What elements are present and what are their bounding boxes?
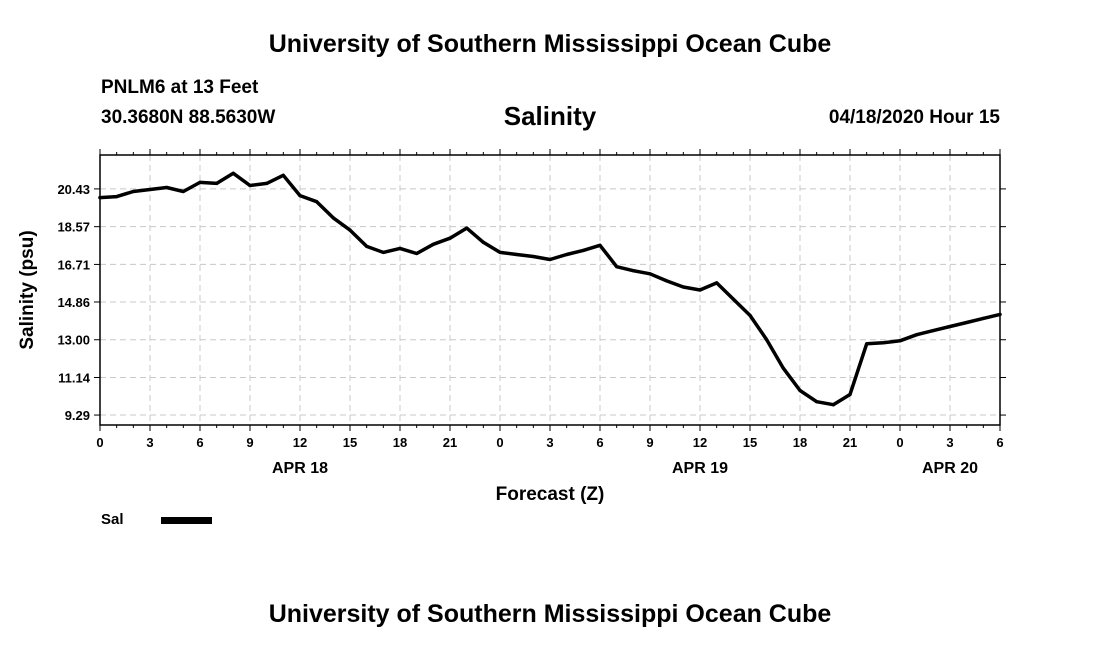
coordinates-label: 30.3680N 88.5630W (101, 107, 276, 128)
legend-label: Sal (101, 511, 124, 528)
data-point (748, 313, 752, 317)
x-tick-label: 6 (996, 435, 1003, 450)
data-point (865, 342, 869, 346)
data-point (548, 257, 552, 262)
data-point (981, 316, 985, 320)
x-tick-label: 21 (843, 435, 857, 450)
x-tick-label: 18 (393, 435, 407, 450)
data-point (831, 403, 835, 407)
data-point (448, 236, 452, 240)
data-point (231, 171, 235, 175)
data-point (898, 339, 902, 343)
data-point (498, 250, 502, 254)
data-point (181, 189, 185, 194)
data-point (131, 189, 135, 194)
x-tick-label: 3 (146, 435, 153, 450)
y-tick-label: 9.29 (65, 408, 90, 423)
plot-title: Salinity (503, 101, 597, 131)
y-tick-label: 16.71 (57, 257, 90, 272)
valid-time-label: 04/18/2020 Hour 15 (828, 107, 1000, 128)
date-label: APR 18 (272, 460, 328, 477)
data-point (365, 244, 369, 248)
x-tick-label: 15 (343, 435, 357, 450)
x-tick-label: 12 (693, 435, 707, 450)
data-point (681, 285, 685, 289)
data-point (715, 281, 719, 285)
data-point (115, 195, 119, 199)
x-tick-label: 18 (793, 435, 807, 450)
y-axis-label: Salinity (psu) (17, 230, 38, 349)
data-point (348, 228, 352, 232)
x-tick-label: 9 (246, 435, 253, 450)
date-label: APR 20 (922, 460, 978, 477)
data-point (148, 187, 152, 192)
data-point (648, 272, 652, 276)
x-tick-label: 3 (946, 435, 953, 450)
data-point (765, 338, 769, 342)
x-tick-label: 0 (496, 435, 503, 450)
data-point (615, 265, 619, 269)
data-point (781, 366, 785, 370)
data-point (398, 246, 402, 250)
chart-title-top: University of Southern Mississippi Ocean… (268, 30, 832, 58)
series-layer (98, 171, 1002, 407)
x-tick-label: 6 (196, 435, 203, 450)
data-point (331, 216, 335, 220)
data-point (581, 248, 585, 252)
y-tick-label: 14.86 (57, 295, 90, 310)
data-point (631, 269, 635, 273)
data-point (965, 320, 969, 325)
data-point (531, 254, 535, 259)
x-tick-label: 0 (896, 435, 903, 450)
data-point (881, 341, 885, 345)
data-point (931, 329, 935, 333)
data-point (515, 252, 519, 257)
data-point (565, 252, 569, 257)
data-point (298, 194, 302, 198)
data-point (798, 388, 802, 393)
data-point (315, 200, 319, 204)
y-tick-label: 11.14 (58, 370, 91, 385)
y-tick-label: 20.43 (57, 182, 90, 197)
data-point (415, 251, 419, 256)
y-tick-label: 13.00 (57, 333, 90, 348)
legend-swatch (161, 517, 212, 524)
data-point (731, 297, 735, 301)
date-label: APR 19 (672, 460, 728, 477)
data-point (265, 181, 269, 185)
data-point (198, 180, 202, 184)
chart-title-bottom: University of Southern Mississippi Ocean… (268, 600, 832, 628)
data-point (465, 226, 469, 230)
x-tick-label: 3 (546, 435, 553, 450)
data-point (598, 243, 602, 247)
data-point (215, 181, 219, 185)
axis-ticks: 0 3 6 9 12 15 18 21 0 3 6 9 12 15 18 21 0 3 6 9.29 11.14 13.0… (57, 149, 1006, 477)
x-tick-label: 6 (596, 435, 603, 450)
grid-lines (100, 155, 1000, 425)
data-point (381, 250, 385, 254)
x-tick-label: 21 (443, 435, 457, 450)
x-tick-label: 15 (743, 435, 757, 450)
station-label: PNLM6 at 13 Feet (101, 77, 259, 98)
x-tick-label: 12 (293, 435, 307, 450)
x-axis-label: Forecast (Z) (496, 484, 605, 505)
x-tick-label: 9 (646, 435, 653, 450)
x-tick-label: 0 (96, 435, 103, 450)
data-point (481, 240, 485, 244)
data-point (281, 173, 285, 177)
data-point (848, 392, 852, 397)
data-point (431, 242, 435, 246)
data-point (948, 324, 952, 329)
data-point (698, 288, 702, 292)
data-point (915, 333, 919, 337)
data-point (248, 183, 252, 188)
data-point (815, 400, 819, 404)
data-point (165, 185, 169, 190)
y-tick-label: 18.57 (57, 220, 90, 235)
data-point (665, 279, 669, 283)
